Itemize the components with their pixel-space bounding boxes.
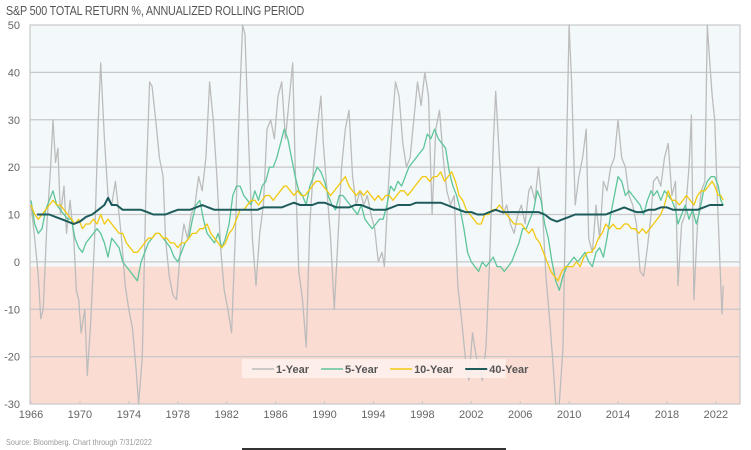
y-tick-label: 40 [8, 67, 20, 79]
legend-box [242, 359, 506, 378]
x-tick-label: 1994 [361, 409, 385, 421]
plot-frame [29, 24, 741, 405]
chart-title: S&P 500 TOTAL RETURN %, ANNUALIZED ROLLI… [6, 4, 305, 18]
x-tick-label: 1966 [19, 409, 43, 421]
x-tick-label: 2010 [557, 409, 581, 421]
y-tick-label: -20 [4, 352, 20, 364]
shaded-region-positive [30, 25, 740, 267]
y-tick-label: 0 [14, 257, 20, 269]
y-tick-label: -10 [4, 304, 20, 316]
series-line-5-year [30, 128, 724, 291]
x-tick-label: 1970 [68, 409, 92, 421]
x-tick-label: 1978 [166, 409, 190, 421]
y-tick-label: 20 [8, 162, 20, 174]
legend-label-40-year: 40-Year [489, 364, 529, 376]
series-line-1-year [30, 24, 724, 405]
legend-label-1-year: 1-Year [276, 364, 310, 376]
x-tick-label: 2018 [655, 409, 679, 421]
source-note: Source: Bloomberg. Chart through 7/31/20… [6, 437, 152, 447]
x-tick-label: 2002 [459, 409, 483, 421]
y-tick-label: 50 [8, 20, 20, 32]
legend-label-5-year: 5-Year [345, 364, 379, 376]
x-tick-label: 1998 [410, 409, 434, 421]
x-tick-label: 2014 [606, 409, 630, 421]
y-tick-label: 10 [8, 210, 20, 222]
series-line-10-year [30, 171, 724, 282]
series-lines [30, 24, 724, 405]
x-tick-label: 1990 [312, 409, 336, 421]
y-tick-label: 30 [8, 115, 20, 127]
x-tick-label: 2006 [508, 409, 532, 421]
x-tick-label: 1974 [117, 409, 141, 421]
y-tick-label: -30 [4, 399, 20, 411]
legend: 1-Year 5-Year 10-Year 40-Year [242, 359, 529, 378]
x-tick-label: 1986 [263, 409, 287, 421]
x-tick-label: 2022 [704, 409, 728, 421]
legend-label-10-year: 10-Year [414, 364, 454, 376]
x-tick-label: 1982 [214, 409, 238, 421]
series-line-40-year [37, 196, 724, 225]
shaded-region-negative [30, 266, 740, 404]
bottom-divider [242, 448, 506, 450]
